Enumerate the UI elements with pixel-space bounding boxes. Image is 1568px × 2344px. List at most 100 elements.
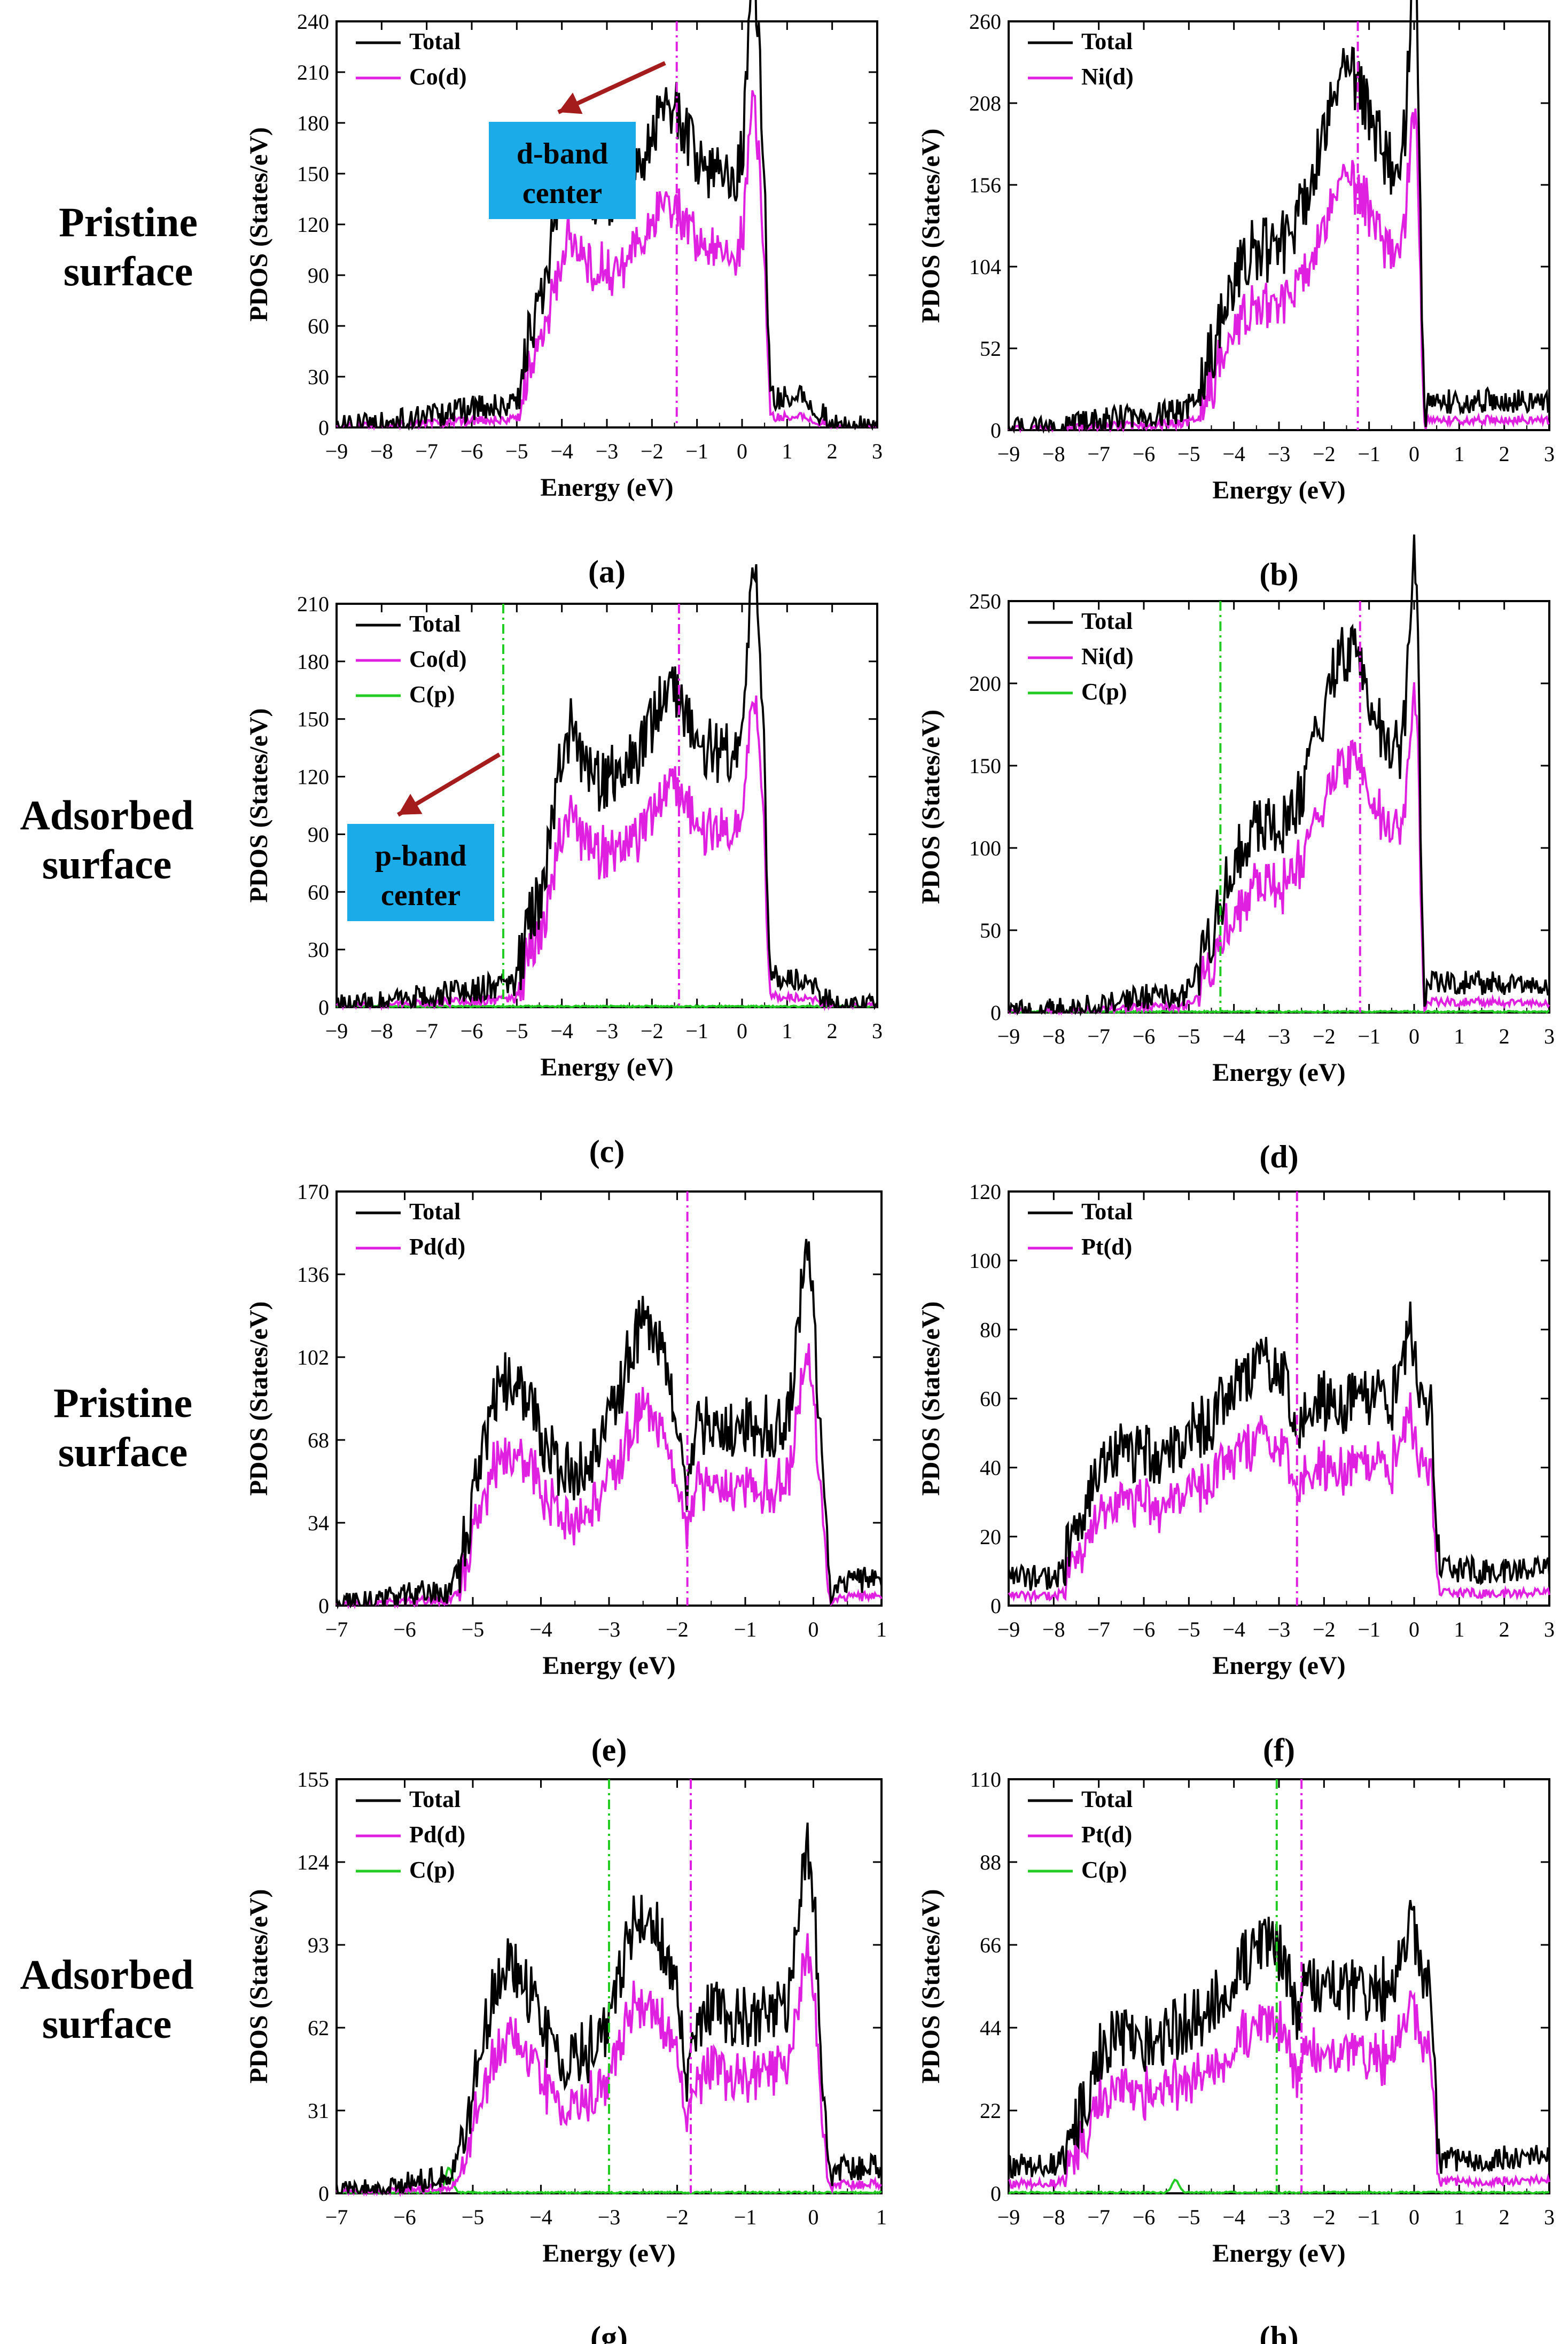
row-label-2-line1: Adsorbed <box>20 792 194 838</box>
x-tick-label: −6 <box>393 2205 416 2229</box>
series-metal-d <box>1008 108 1550 433</box>
x-tick-label: −3 <box>1268 1617 1291 1641</box>
x-axis-title: Energy (eV) <box>1212 1652 1345 1680</box>
y-axis-title: PDOS (States/eV) <box>245 708 273 903</box>
x-tick-label: −7 <box>325 2205 348 2229</box>
x-tick-label: −3 <box>596 439 619 463</box>
legend-label: Co(d) <box>409 64 467 90</box>
x-axis-title: Energy (eV) <box>540 1053 673 1081</box>
panel-3: −9 −8 −7 −6 −5 −4 −3 −2 −1 0 1 2 3030609012015018021… <box>245 564 883 1169</box>
series-metal-d <box>336 1343 883 1610</box>
x-tick-label: −1 <box>1358 1617 1380 1641</box>
x-tick-label: 1 <box>782 1019 792 1043</box>
x-tick-label: 2 <box>1499 442 1510 466</box>
y-tick-label: 62 <box>308 2016 329 2040</box>
legend-label: Pt(d) <box>1081 1234 1132 1260</box>
x-axis-title: Energy (eV) <box>542 2239 675 2268</box>
y-tick-label: 0 <box>318 995 329 1019</box>
x-axis-title: Energy (eV) <box>1212 1058 1345 1087</box>
x-tick-label: −1 <box>685 1019 708 1043</box>
x-tick-label: 1 <box>782 439 792 463</box>
series-metal-d <box>336 1933 883 2198</box>
row-label-3: Pristine surface <box>16 1379 230 1477</box>
series-metal-d <box>1008 1392 1550 1603</box>
callout-box <box>347 824 494 921</box>
callout-1: d-band center <box>489 61 666 219</box>
y-tick-label: 170 <box>297 1180 329 1204</box>
row-label-4: Adsorbed surface <box>0 1950 214 2049</box>
row-label-2-line2: surface <box>42 841 172 887</box>
legend-label: C(p) <box>1081 679 1127 705</box>
panel-label: (g) <box>590 2320 628 2344</box>
y-tick-label: 0 <box>990 2182 1001 2206</box>
x-tick-label: −6 <box>1133 1617 1156 1641</box>
legend-label: Pd(d) <box>409 1234 465 1260</box>
x-tick-label: −6 <box>393 1617 416 1641</box>
y-tick-label: 80 <box>980 1318 1001 1342</box>
x-tick-label: −4 <box>550 1019 573 1043</box>
legend-label: Total <box>1081 608 1133 634</box>
legend-label: C(p) <box>409 1857 455 1883</box>
x-tick-label: 1 <box>876 1617 887 1641</box>
callout-box <box>489 122 636 219</box>
series-total <box>336 564 878 1010</box>
x-tick-label: −8 <box>370 439 393 463</box>
y-axis-title: PDOS (States/eV) <box>245 127 273 322</box>
legend-label: Ni(d) <box>1081 64 1134 90</box>
legend-label: Total <box>409 611 461 637</box>
callout-2: p-band center <box>347 752 501 921</box>
y-tick-label: 88 <box>980 1850 1001 1874</box>
x-tick-label: −7 <box>415 1019 438 1043</box>
y-tick-label: 124 <box>297 1850 329 1874</box>
x-tick-label: −2 <box>666 2205 689 2229</box>
y-tick-label: 100 <box>969 836 1001 860</box>
x-tick-label: −8 <box>370 1019 393 1043</box>
x-tick-label: −2 <box>1313 1024 1336 1048</box>
y-tick-label: 34 <box>308 1511 329 1535</box>
y-axis-title: PDOS (States/eV) <box>245 1889 273 2084</box>
x-tick-label: 3 <box>1544 2205 1555 2229</box>
panel-label: (a) <box>588 554 626 589</box>
y-tick-label: 150 <box>297 162 329 186</box>
y-tick-label: 50 <box>980 918 1001 943</box>
x-tick-label: 0 <box>808 1617 819 1641</box>
x-tick-label: −6 <box>1133 2205 1156 2229</box>
x-tick-label: −2 <box>666 1617 689 1641</box>
x-tick-label: −3 <box>1268 1024 1291 1048</box>
y-tick-label: 20 <box>980 1525 1001 1549</box>
y-tick-label: 100 <box>969 1249 1001 1273</box>
x-tick-label: −4 <box>529 2205 552 2229</box>
y-tick-label: 240 <box>297 10 329 34</box>
x-tick-label: −4 <box>1222 442 1245 466</box>
x-tick-label: −8 <box>1042 1024 1065 1048</box>
x-tick-label: −2 <box>641 439 664 463</box>
x-tick-label: −4 <box>550 439 573 463</box>
x-tick-label: 2 <box>1499 2205 1510 2229</box>
y-tick-label: 68 <box>308 1428 329 1452</box>
x-tick-label: −7 <box>1087 2205 1110 2229</box>
x-tick-label: −4 <box>1222 1024 1245 1048</box>
y-tick-label: 66 <box>980 1933 1001 1957</box>
y-tick-label: 0 <box>990 1594 1001 1618</box>
x-tick-label: −1 <box>1358 1024 1380 1048</box>
y-axis-title: PDOS (States/eV) <box>245 1302 273 1496</box>
series-metal-d <box>1008 1990 1550 2191</box>
legend-label: Co(d) <box>409 646 467 672</box>
panel-2: −9 −8 −7 −6 −5 −4 −3 −2 −1 0 1 2 3 0 52 104 156 208 260 Ene… <box>917 0 1555 592</box>
y-tick-label: 30 <box>308 938 329 962</box>
x-tick-label: −2 <box>1313 2205 1336 2229</box>
legend-label: Total <box>1081 28 1133 54</box>
y-tick-label: 60 <box>308 314 329 338</box>
y-tick-label: 102 <box>297 1345 329 1369</box>
x-tick-label: 0 <box>737 439 747 463</box>
y-tick-label: 155 <box>297 1767 329 1792</box>
y-tick-label: 110 <box>970 1767 1001 1792</box>
x-tick-label: −5 <box>1177 1617 1200 1641</box>
callout-line1: p-band <box>375 839 466 873</box>
x-tick-label: 2 <box>1499 1024 1510 1048</box>
y-tick-label: 180 <box>297 650 329 674</box>
panel-6: −9 −8 −7 −6 −5 −4 −3 −2 −1 0 1 2 3 0 20 40 60 80 100 120 Ene… <box>917 1180 1555 1767</box>
row-label-1-line2: surface <box>63 248 193 294</box>
callout-line2: center <box>381 879 461 912</box>
